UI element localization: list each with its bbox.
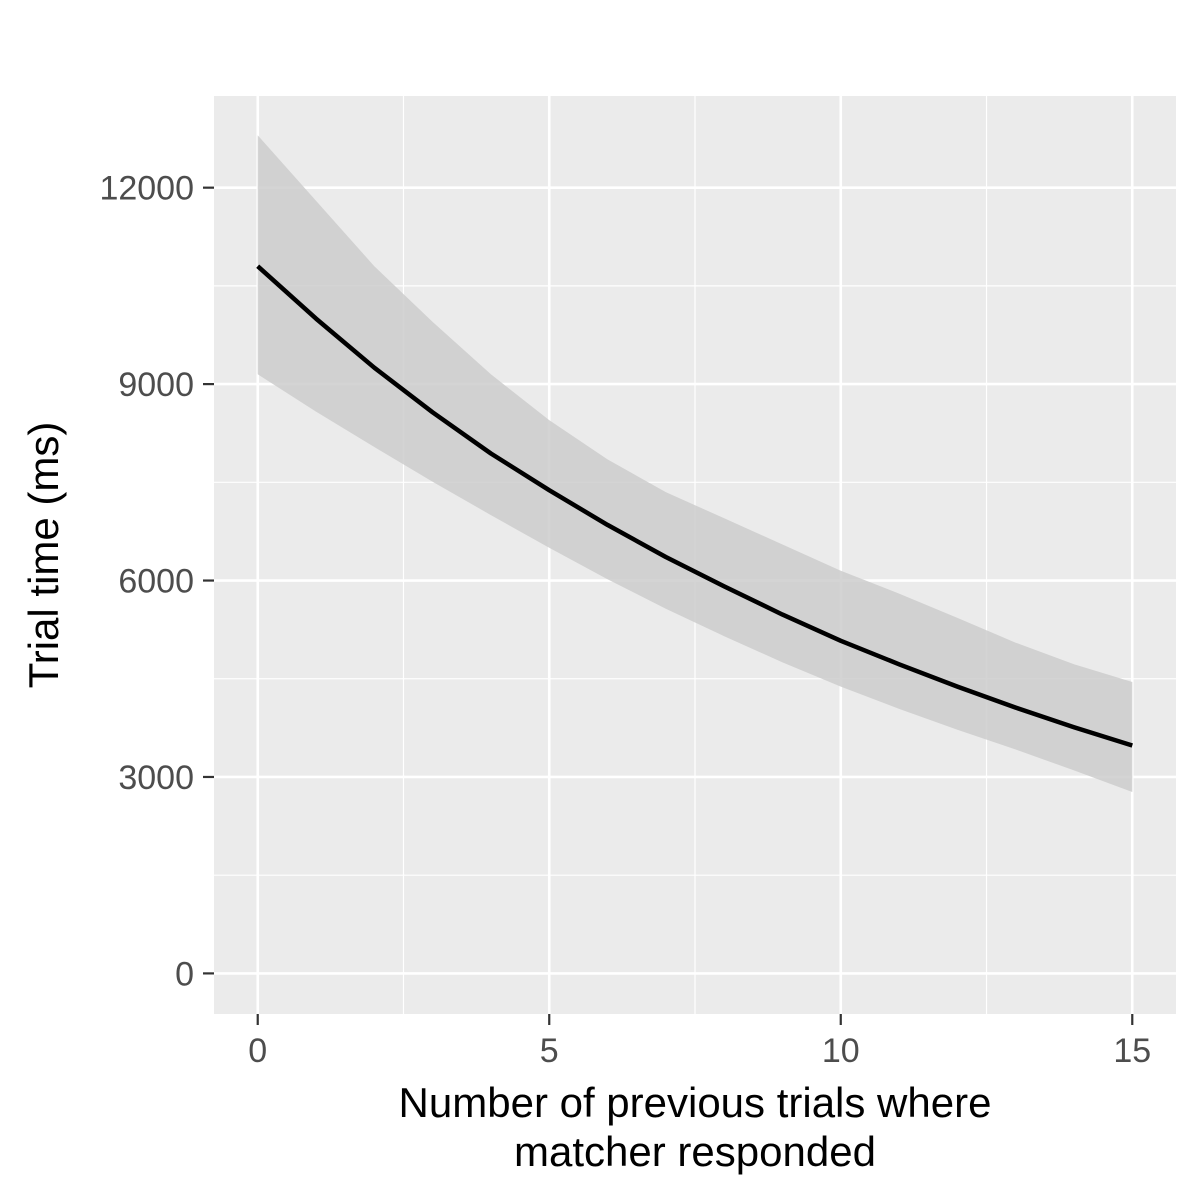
y-tick-label: 6000 — [118, 563, 194, 601]
y-tick-label: 3000 — [118, 759, 194, 797]
x-axis-title: matcher responded — [514, 1128, 876, 1175]
x-tick-label: 10 — [822, 1032, 860, 1070]
y-axis-title: Trial time (ms) — [20, 422, 67, 689]
x-tick-label: 0 — [248, 1032, 267, 1070]
x-tick-label: 15 — [1113, 1032, 1151, 1070]
y-tick-label: 12000 — [99, 170, 194, 208]
x-axis-title: Number of previous trials where — [399, 1079, 992, 1126]
confidence-ribbon — [257, 135, 1133, 793]
fit-line — [256, 264, 1133, 748]
data-layer — [256, 135, 1133, 793]
x-tick-label: 5 — [540, 1032, 559, 1070]
y-tick-label: 0 — [175, 955, 194, 993]
axes: 0 3000 6000 9000 12000 0 5 10 15 — [99, 170, 1151, 1070]
y-tick-label: 9000 — [118, 366, 194, 404]
